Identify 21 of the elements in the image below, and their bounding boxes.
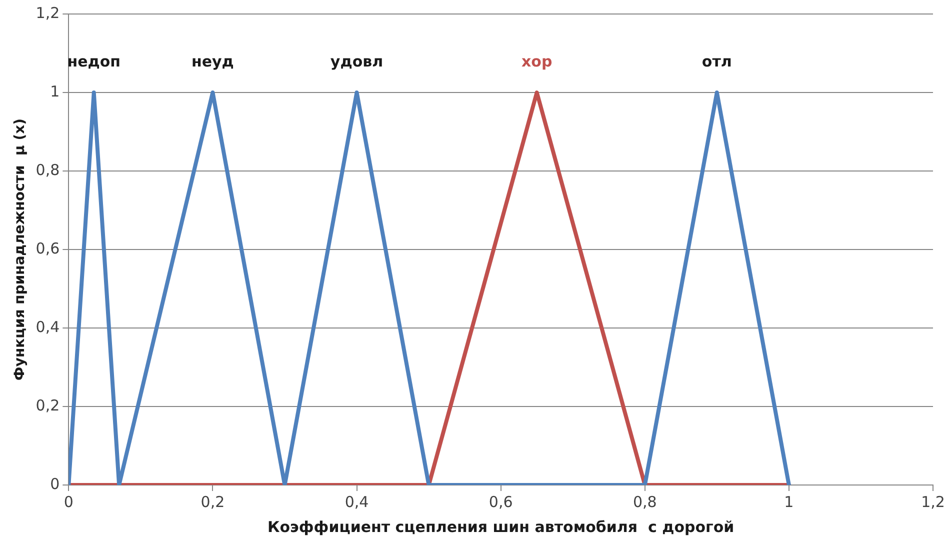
annotation: недоп: [67, 52, 121, 70]
x-tick-label: 0,4: [344, 492, 369, 511]
x-tick-label: 1,2: [921, 492, 945, 511]
x-tick-label: 0,8: [632, 492, 657, 511]
x-tick-label: 0: [64, 492, 74, 511]
x-tick-label: 0,2: [200, 492, 225, 511]
annotation: отл: [702, 52, 732, 70]
annotation: удовл: [330, 52, 384, 70]
x-axis-title: Коэффициент сцепления шин автомобиля с дорогой: [267, 518, 734, 536]
y-tick-label: 0,4: [36, 318, 60, 336]
series-label: хор: [521, 52, 552, 70]
y-tick-label: 0: [50, 474, 60, 493]
y-tick-label: 1,2: [36, 4, 60, 22]
y-axis-title: Функция принадлежности μ (x): [12, 118, 28, 381]
x-tick-label: 0,6: [488, 492, 513, 511]
y-tick-label: 1: [50, 82, 60, 100]
y-tick-label: 0,2: [36, 396, 60, 414]
annotation: неуд: [191, 52, 234, 70]
x-tick-label: 1: [784, 492, 794, 511]
y-tick-label: 0,6: [36, 239, 60, 258]
y-tick-label: 0,8: [36, 160, 60, 179]
